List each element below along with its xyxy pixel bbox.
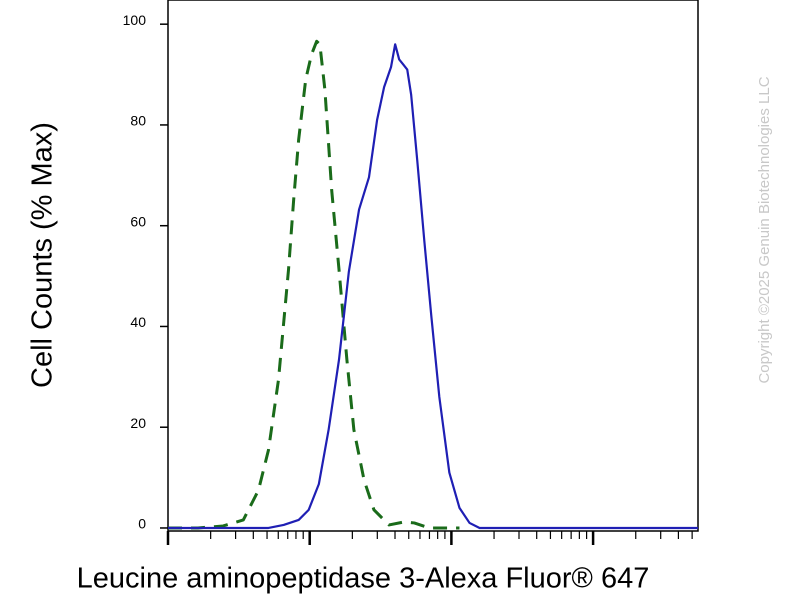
x-axis-label: Leucine aminopeptidase 3-Alexa Fluor® 64…: [77, 563, 650, 595]
y-tick-label: 80: [130, 113, 146, 129]
plot-frame: [167, 0, 699, 532]
y-tick-label: 100: [123, 12, 147, 28]
y-tick-label: 60: [130, 213, 146, 229]
histogram-line: [168, 43, 698, 530]
watermark: Copyright ©2025 Genuin Biotechnologies L…: [756, 76, 773, 383]
histogram-line: [168, 39, 460, 530]
y-tick-label: 20: [130, 415, 146, 431]
y-axis-label: Cell Counts (% Max): [27, 122, 59, 388]
y-tick-label: 0: [138, 516, 146, 532]
y-tick-label: 40: [130, 314, 146, 330]
